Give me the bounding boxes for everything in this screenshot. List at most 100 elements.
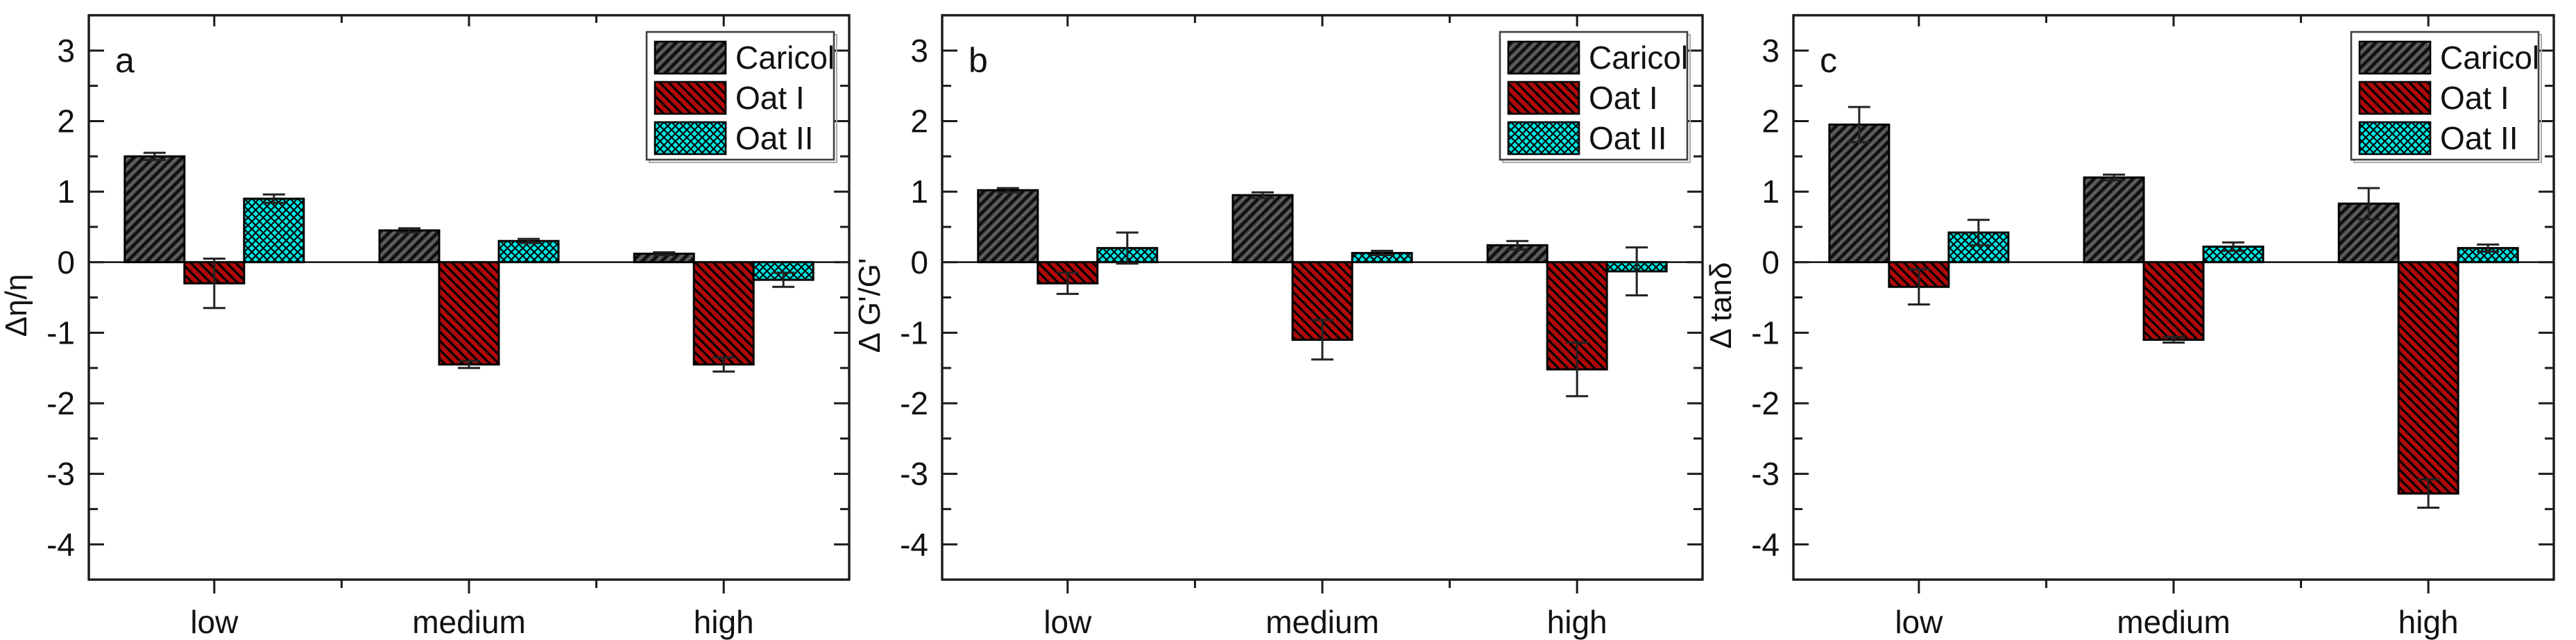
y-tick-label: 3 [910,33,928,69]
y-tick-label: -3 [1751,456,1780,492]
y-tick-label: 0 [57,244,75,280]
y-tick-label: 0 [1762,244,1780,280]
legend-swatch-oatii [654,121,727,155]
y-tick-label: -4 [900,526,928,562]
bar-caricol-medium [1231,194,1294,264]
y-axis-title: Δ G'/G' [853,258,887,353]
y-tick-label: -4 [46,526,75,562]
error-bar [772,271,795,288]
bar-oati-medium [2142,261,2205,341]
error-bar [1848,106,1870,144]
y-tick-label: 1 [1762,174,1780,210]
y-tick-label: -3 [900,456,928,492]
y-tick-label: 1 [910,174,928,210]
y-tick-label: 2 [910,103,928,140]
panel-letter: a [115,41,135,80]
y-axis-title: Δη/η [0,274,33,337]
bar-oati-high [692,261,755,366]
y-tick-label: -2 [46,385,75,421]
plot-frame [1792,14,2555,581]
x-category-label: low [1043,604,1092,640]
legend-swatch-oatii [1507,121,1580,155]
error-bar [203,258,225,310]
panel-a: 3 2 1 0 -1 -2 -3 -4 low medium high Δη/η a Caricol Oat… [0,14,851,640]
x-category-label: high [1547,604,1607,640]
panel-c: 3 2 1 0 -1 -2 -3 -4 low medium high Δ tanδ c Caricol O… [1704,14,2555,640]
error-bar [1626,246,1648,296]
bar-caricol-medium [2083,176,2145,264]
bar-oatii-low [243,197,305,264]
plot-frame [87,14,851,581]
y-axis-title: Δ tanδ [1704,262,1738,349]
legend-label: Oat I [2440,80,2509,116]
legend-label: Oat I [1589,80,1658,116]
y-tick-label: 2 [57,103,75,140]
y-tick-label: -4 [1751,526,1780,562]
error-bar [1252,191,1274,199]
error-bar [1967,219,1990,246]
y-tick-label: -1 [900,314,928,351]
legend: Caricol Oat I Oat II [2350,31,2542,163]
x-category-label: medium [2117,604,2230,640]
x-category-label: high [2398,604,2459,640]
error-bar [2103,174,2125,182]
plot-frame [941,14,1704,581]
error-bar [2417,478,2440,509]
y-tick-label: -2 [900,385,928,421]
legend-label: Caricol [735,40,835,76]
error-bar [1371,249,1393,257]
error-bar [1506,239,1529,251]
x-category-label: medium [1265,604,1379,640]
legend-swatch-oati [1507,81,1580,115]
error-bar [143,151,166,161]
x-category-label: low [1895,604,1943,640]
bar-caricol-low [977,189,1039,264]
bar-caricol-low [1828,124,1891,264]
legend-label: Caricol [2440,40,2539,76]
error-bar [518,237,540,244]
legend-swatch-oati [2358,81,2432,115]
error-bar [262,193,285,204]
x-category-label: high [694,604,754,640]
legend-label: Oat II [735,120,813,156]
legend-label: Caricol [1589,40,1688,76]
bar-oatii-medium [497,239,560,264]
y-tick-label: 1 [57,174,75,210]
panel-letter: b [969,41,988,80]
y-tick-label: 2 [1762,103,1780,140]
y-tick-label: 0 [910,244,928,280]
error-bar [458,360,480,369]
panel-b: 3 2 1 0 -1 -2 -3 -4 low medium high Δ G'/G' b Caricol… [853,14,1704,640]
y-tick-label: -1 [46,314,75,351]
error-bar [653,251,676,257]
y-tick-label: -3 [46,456,75,492]
error-bar [713,356,735,373]
y-tick-label: -1 [1751,314,1780,351]
legend-swatch-caricol [1507,40,1580,75]
error-bar [1311,319,1333,361]
bar-oati-medium [438,261,500,366]
legend-label: Oat II [1589,120,1666,156]
error-bar [2163,335,2185,344]
x-category-label: medium [412,604,526,640]
error-bar [1056,271,1079,295]
legend-swatch-oati [654,81,727,115]
legend-swatch-caricol [654,40,727,75]
error-bar [1907,268,1930,306]
error-bar [2222,241,2244,252]
bar-oati-high [2397,261,2459,495]
panel-letter: c [1820,41,1837,80]
error-bar [1566,342,1589,398]
legend: Caricol Oat I Oat II [645,31,837,163]
error-bar [2477,243,2500,253]
error-bar [398,227,420,234]
legend-label: Oat I [735,80,805,116]
legend-label: Oat II [2440,120,2518,156]
error-bar [2357,187,2380,221]
error-bar [1116,231,1138,265]
y-tick-label: 3 [1762,33,1780,69]
bar-caricol-medium [378,229,441,264]
y-tick-label: 3 [57,33,75,69]
